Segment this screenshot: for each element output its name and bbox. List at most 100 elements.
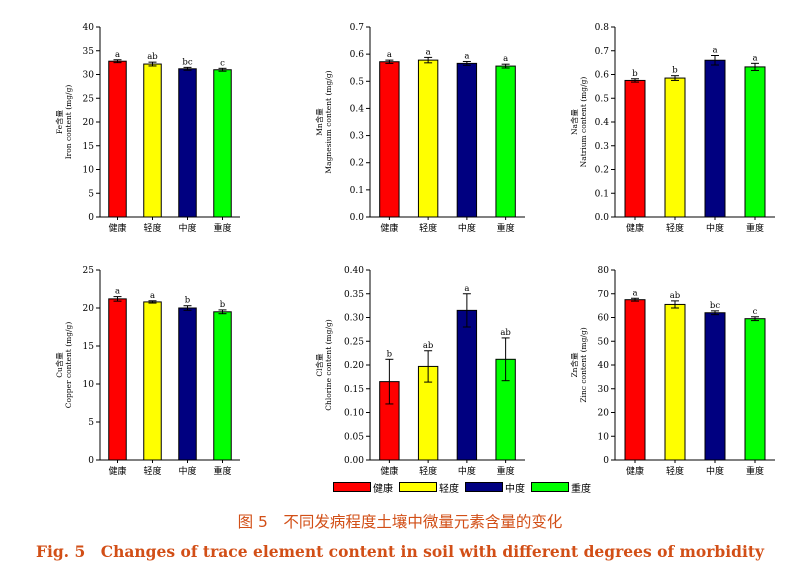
y-tick-label: 0 [88,456,94,466]
bar [704,312,726,461]
bar [456,309,478,461]
y-tick-label: 0.35 [344,290,364,300]
y-tick-label: 0.7 [595,47,610,57]
y-axis-title-chinese: Cu含量 [54,352,64,378]
y-tick-label: 0 [88,213,94,223]
significance-label: a [150,291,155,301]
bar [704,59,726,218]
category-label: 重度 [746,465,764,477]
y-tick-label: 35 [83,47,95,57]
significance-label: a [712,46,717,56]
significance-label: bc [710,301,720,311]
y-tick-label: 0.4 [350,104,365,114]
legend-item-moderate: 中度 [465,480,525,495]
category-label: 中度 [706,222,724,234]
y-tick-label: 0.8 [595,23,610,33]
bar [744,66,766,218]
category-label: 健康 [626,465,644,477]
significance-label: c [220,58,225,68]
y-axis-title-chinese: Zn含量 [569,352,579,378]
y-tick-label: 0.0 [350,213,365,223]
bar [495,65,516,218]
y-axis-title: Zinc content (mg/g) [579,327,588,402]
y-tick-label: 30 [83,71,95,81]
y-tick-label: 10 [83,380,95,390]
bar [178,307,197,461]
category-label: 健康 [108,222,126,234]
legend-label: 轻度 [439,483,459,495]
bar [213,69,232,218]
significance-label: a [632,288,637,298]
bar [143,63,162,218]
y-tick-label: 0.1 [350,186,364,196]
legend-swatch [531,482,569,492]
y-tick-label: 20 [598,409,610,419]
category-label: 中度 [178,465,196,477]
bar [108,60,127,218]
y-axis-title: Magnesium content (mg/g) [324,70,333,173]
y-axis-title-chinese: Fe含量 [54,109,64,134]
mn-chart: 0.0 0.1 0.2 0.3 0.4 0.5 0.6 0.7 Mn含量 Magnesium co… [314,23,525,234]
significance-label: a [464,284,469,294]
y-tick-label: 0.5 [350,77,365,87]
category-label: 健康 [626,222,644,234]
legend-item-healthy: 健康 [333,480,393,495]
significance-label: a [387,50,392,60]
category-label: 轻度 [419,222,437,234]
y-tick-label: 10 [83,166,95,176]
y-tick-label: 50 [598,337,610,347]
y-tick-label: 40 [83,23,95,33]
category-label: 轻度 [666,222,684,234]
legend-label: 重度 [571,483,591,495]
bar [456,62,478,218]
category-label: 轻度 [143,465,161,477]
y-tick-label: 0.05 [344,432,364,442]
y-tick-label: 20 [83,118,95,128]
significance-label: b [632,69,638,79]
bar [624,79,646,218]
legend-swatch [465,482,503,492]
significance-label: b [672,66,678,76]
figure-caption-chinese: 图 5 不同发病程度土壤中微量元素含量的变化 [237,513,563,531]
category-label: 重度 [746,222,764,234]
y-tick-label: 0.40 [344,266,364,276]
figure-caption-english: Fig. 5 Changes of trace element content … [35,542,765,561]
bar [624,299,646,461]
category-label: 中度 [458,222,476,234]
y-tick-label: 25 [83,266,95,276]
y-tick-label: 30 [598,385,610,395]
legend-swatch [399,482,437,492]
y-tick-label: 0.4 [595,118,610,128]
significance-label: a [426,47,431,57]
bar [178,68,197,218]
legend-item-severe: 重度 [531,480,591,495]
significance-label: b [387,349,393,359]
y-tick-label: 10 [598,432,610,442]
category-label: 轻度 [143,222,161,234]
y-tick-label: 15 [83,342,95,352]
significance-label: ab [423,341,434,351]
category-label: 健康 [380,222,398,234]
y-tick-label: 0.5 [595,94,610,104]
category-label: 健康 [380,465,398,477]
bar [664,77,686,218]
cu-chart: 0 5 10 15 20 25 Cu含量 Copper content (mg/g) 健康 a 轻度… [54,266,240,477]
y-tick-label: 0.15 [344,385,364,395]
y-tick-label: 40 [598,361,610,371]
legend-swatch [333,482,371,492]
y-tick-label: 80 [598,266,610,276]
bar [379,61,400,218]
significance-label: a [115,50,120,60]
significance-label: ab [500,328,511,338]
y-tick-label: 0.7 [350,23,365,33]
y-tick-label: 0.6 [350,50,365,60]
significance-label: a [115,287,120,297]
category-label: 重度 [213,222,231,234]
significance-label: b [220,300,226,310]
y-axis-title: Iron content (mg/g) [64,85,73,160]
significance-label: a [464,51,469,61]
category-label: 重度 [213,465,231,477]
y-axis-title-chinese: Mn含量 [314,108,324,136]
y-tick-label: 0.25 [344,337,364,347]
y-tick-label: 0.20 [344,361,364,371]
